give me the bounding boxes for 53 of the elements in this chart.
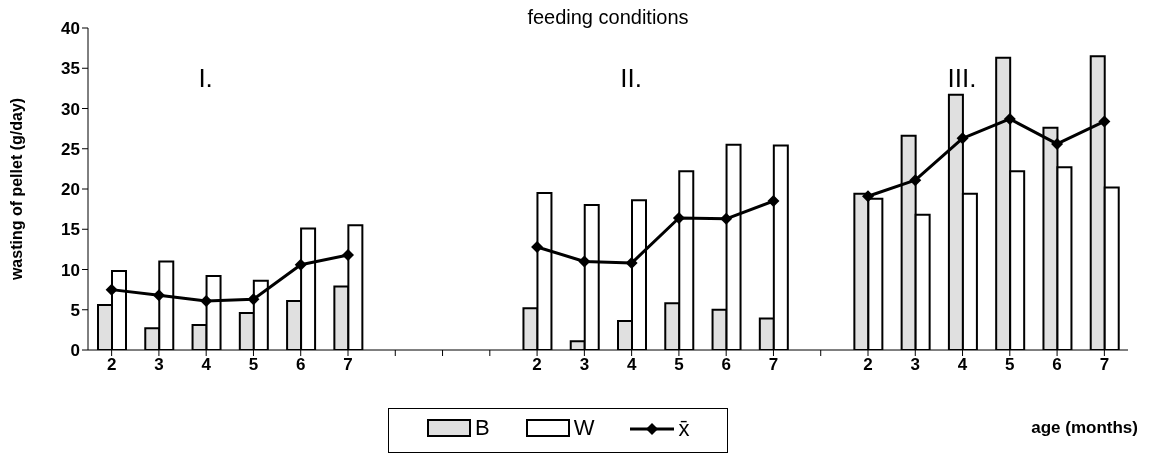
legend-label: x̄ (678, 416, 690, 442)
x-tick-label: 5 (248, 355, 259, 375)
point (342, 249, 354, 262)
legend-label: B (475, 415, 490, 441)
point (1051, 137, 1064, 150)
annotation: I. (197, 63, 214, 94)
y-tick-label: 5 (70, 300, 80, 320)
x-tick-label: 7 (343, 355, 353, 375)
annotation: III. (946, 63, 978, 94)
x-tick-label: 3 (910, 355, 921, 375)
y-axis-title: wasting of pellet (g/day) (7, 97, 25, 282)
x-tick-label: 5 (674, 355, 684, 375)
x-tick-label: 4 (626, 355, 637, 375)
x-tick-label: 4 (201, 355, 212, 375)
point (862, 190, 874, 203)
point (294, 258, 307, 271)
x-tick-label: 2 (532, 355, 542, 375)
point (956, 132, 969, 145)
point (720, 212, 733, 225)
x-tick-label: 2 (106, 355, 117, 375)
x-tick-label: 5 (1005, 355, 1015, 375)
point (672, 211, 685, 224)
y-tick-label: 40 (61, 19, 80, 39)
point (578, 255, 591, 268)
chart-title: feeding conditions (526, 6, 690, 29)
point (1003, 112, 1016, 125)
y-tick-label: 15 (61, 220, 80, 240)
x-tick-label: 4 (957, 355, 968, 375)
annotation: II. (619, 63, 643, 94)
point (531, 240, 544, 253)
y-tick-label: 30 (61, 99, 80, 119)
y-tick-label: 0 (70, 341, 80, 361)
x-tick-label: 6 (1052, 355, 1062, 375)
y-tick-label: 35 (61, 59, 80, 79)
point (247, 293, 260, 306)
point (105, 283, 118, 296)
x-tick-label: 3 (579, 355, 590, 375)
legend-label: W (573, 415, 595, 441)
y-tick-label: 25 (61, 139, 80, 159)
y-tick-label: 10 (61, 260, 80, 280)
point (1098, 115, 1111, 128)
point (625, 257, 638, 270)
x-tick-label: 6 (721, 355, 731, 375)
point (909, 174, 922, 187)
point (767, 195, 780, 208)
x-tick-label: 7 (768, 355, 779, 375)
point (152, 289, 165, 302)
x-axis-title: age (months) (1031, 418, 1138, 438)
x-tick-label: 6 (295, 355, 306, 375)
x-tick-label: 2 (863, 355, 873, 375)
y-tick-label: 20 (61, 180, 80, 200)
x-tick-label: 7 (1099, 355, 1110, 375)
x-tick-label: 3 (154, 355, 164, 375)
